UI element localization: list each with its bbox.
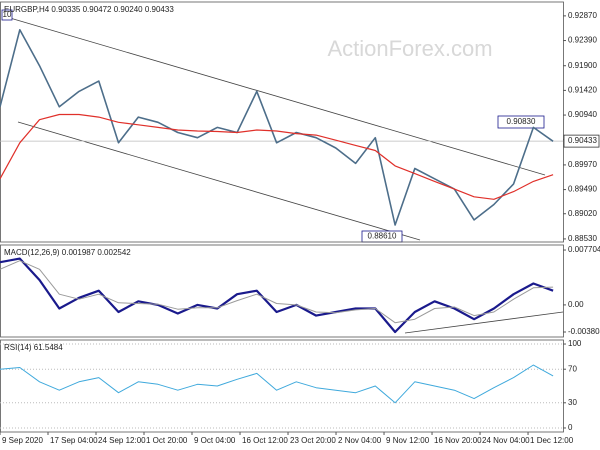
y-tick-label: 0.91900: [568, 61, 597, 70]
y-tick-label: 30: [568, 398, 577, 407]
channel-line: [17, 121, 421, 241]
x-tick-label: 24 Sep 12:00: [98, 436, 146, 445]
panel-title: EURGBP,H4 0.90335 0.90472 0.90240 0.9043…: [4, 5, 174, 14]
annotation: 0.88610: [368, 232, 397, 241]
last-price-label: 0.90433: [568, 136, 597, 145]
panel-frame: [0, 339, 564, 433]
series-line: [0, 29, 554, 226]
y-tick-label: 0.89970: [568, 160, 597, 169]
y-tick-label: 100: [568, 339, 582, 348]
y-tick-label: 0.92870: [568, 11, 597, 20]
y-tick-label: 0.007704: [568, 245, 600, 254]
annotation-box: [497, 115, 545, 129]
y-tick-label: 0.88530: [568, 234, 597, 243]
annotation-box: [1, 9, 13, 21]
y-tick-label: 70: [568, 364, 577, 373]
y-tick-label: 0.89490: [568, 185, 597, 194]
y-tick-label: 0: [568, 423, 573, 432]
y-tick-label: 0.92390: [568, 36, 597, 45]
x-tick-label: 17 Sep 04:00: [50, 436, 98, 445]
x-tick-label: 1 Oct 20:00: [146, 436, 188, 445]
panel-title: RSI(14) 61.5484: [4, 343, 63, 352]
series-line: [0, 260, 554, 324]
x-tick-label: 9 Sep 2020: [2, 436, 43, 445]
series-line: [0, 364, 554, 404]
x-tick-label: 16 Oct 12:00: [242, 436, 288, 445]
annotation: 10: [3, 10, 12, 19]
series-line: [0, 257, 554, 334]
x-tick-label: 9 Nov 12:00: [386, 436, 430, 445]
y-tick-label: -0.003804: [568, 327, 600, 336]
y-tick-label: 0.90940: [568, 110, 597, 119]
series-line: [0, 113, 554, 200]
trend-line: [404, 311, 564, 334]
panel-title: MACD(12,26,9) 0.001987 0.002542: [4, 248, 131, 257]
channel-line: [9, 17, 546, 176]
x-tick-label: 1 Dec 12:00: [530, 436, 574, 445]
x-tick-label: 9 Oct 04:00: [194, 436, 236, 445]
x-tick-label: 2 Nov 04:00: [338, 436, 382, 445]
x-tick-label: 16 Nov 20:00: [434, 436, 482, 445]
watermark: ActionForex.com: [327, 36, 492, 61]
x-tick-label: 24 Nov 04:00: [482, 436, 530, 445]
last-price-box: [563, 134, 600, 148]
y-tick-label: 0.91420: [568, 86, 597, 95]
y-tick-label: 0.89020: [568, 209, 597, 218]
panel-frame: [0, 1, 564, 243]
y-tick-label: 0.00: [568, 300, 584, 309]
panel-frame: [0, 244, 564, 338]
x-tick-label: 23 Oct 20:00: [290, 436, 336, 445]
annotation: 0.90830: [507, 117, 536, 126]
